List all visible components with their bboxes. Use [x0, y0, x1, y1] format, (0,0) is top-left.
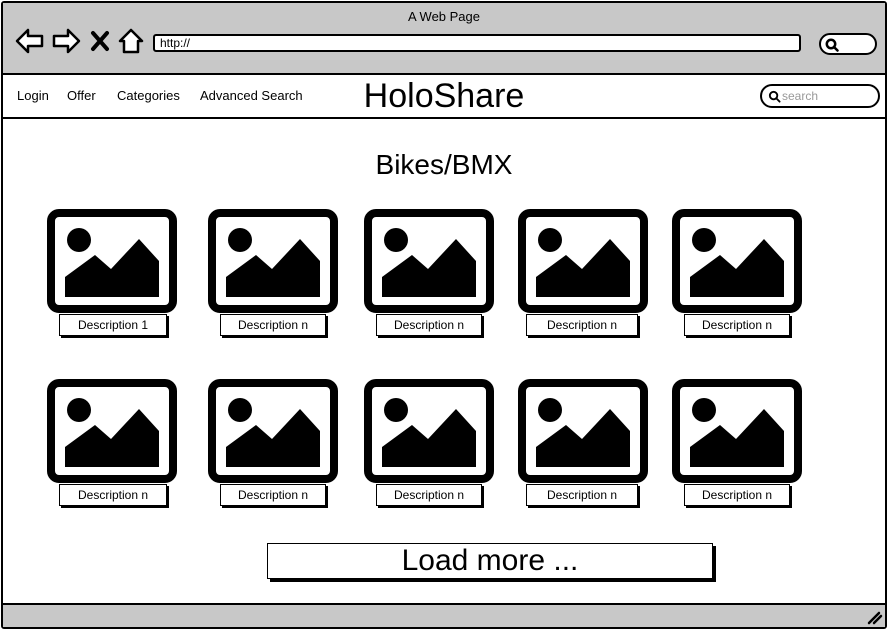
tile-description: Description n — [220, 484, 326, 506]
image-placeholder-icon — [208, 379, 338, 483]
nav-login-link[interactable]: Login — [17, 88, 49, 103]
product-tile[interactable]: Description 1 — [47, 209, 177, 345]
image-placeholder-icon — [518, 379, 648, 483]
forward-arrow-icon[interactable] — [51, 27, 81, 55]
site-search-input[interactable] — [782, 88, 874, 104]
home-icon[interactable] — [117, 27, 145, 55]
magnifier-icon — [768, 90, 781, 103]
nav-offer-link[interactable]: Offer — [67, 88, 96, 103]
tile-description: Description 1 — [59, 314, 167, 336]
product-tile[interactable]: Description n — [672, 209, 802, 345]
close-x-icon[interactable] — [89, 27, 111, 55]
resize-grip-icon[interactable] — [865, 609, 883, 625]
category-heading: Bikes/BMX — [375, 149, 513, 180]
site-header: Login Offer Categories Advanced Search H… — [3, 75, 885, 119]
product-tile[interactable]: Description n — [208, 209, 338, 345]
tile-description: Description n — [684, 484, 790, 506]
image-placeholder-icon — [364, 379, 494, 483]
url-text: http:// — [160, 36, 191, 50]
image-placeholder-icon — [518, 209, 648, 313]
load-more-button[interactable]: Load more ... — [267, 543, 713, 579]
image-placeholder-icon — [364, 209, 494, 313]
nav-categories-link[interactable]: Categories — [117, 88, 180, 103]
product-tile[interactable]: Description n — [208, 379, 338, 515]
nav-advanced-search-link[interactable]: Advanced Search — [200, 88, 303, 103]
product-tile[interactable]: Description n — [518, 379, 648, 515]
back-arrow-icon[interactable] — [15, 27, 45, 55]
image-placeholder-icon — [672, 379, 802, 483]
magnifier-icon — [825, 38, 839, 52]
url-bar[interactable]: http:// — [153, 34, 801, 52]
tile-description: Description n — [684, 314, 790, 336]
image-placeholder-icon — [208, 209, 338, 313]
page-viewport: Login Offer Categories Advanced Search H… — [3, 73, 885, 605]
image-placeholder-icon — [672, 209, 802, 313]
tile-description: Description n — [376, 314, 482, 336]
site-search-box[interactable] — [760, 84, 880, 108]
product-tile[interactable]: Description n — [47, 379, 177, 515]
browser-titlebar: A Web Page http:// — [3, 3, 885, 73]
product-tile[interactable]: Description n — [672, 379, 802, 515]
product-tile[interactable]: Description n — [364, 209, 494, 345]
product-tile[interactable]: Description n — [364, 379, 494, 515]
tile-description: Description n — [526, 314, 638, 336]
browser-search-box[interactable] — [819, 33, 877, 55]
window-title: A Web Page — [407, 9, 481, 24]
image-placeholder-icon — [47, 379, 177, 483]
tile-description: Description n — [220, 314, 326, 336]
image-placeholder-icon — [47, 209, 177, 313]
product-tile[interactable]: Description n — [518, 209, 648, 345]
browser-statusbar — [3, 603, 885, 627]
tile-description: Description n — [526, 484, 638, 506]
tile-description: Description n — [376, 484, 482, 506]
tile-description: Description n — [59, 484, 167, 506]
